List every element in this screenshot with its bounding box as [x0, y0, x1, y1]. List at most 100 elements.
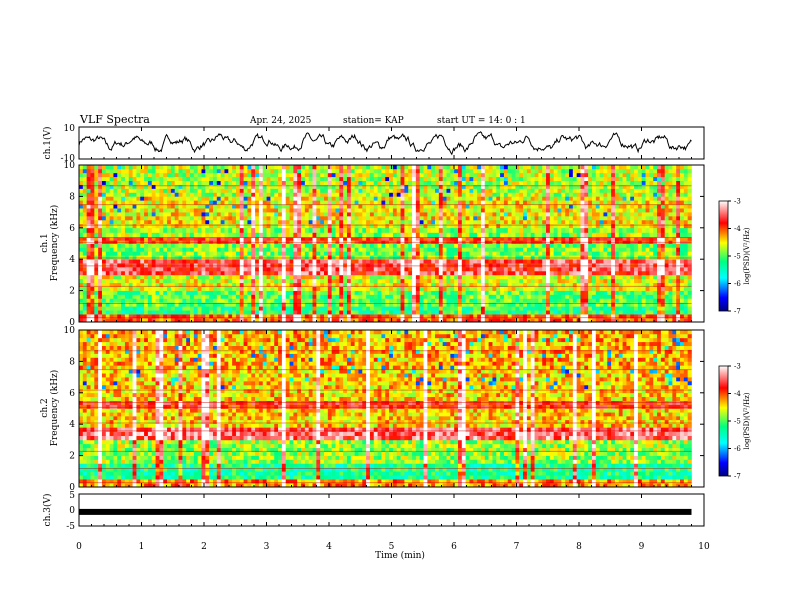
- spectrogram-cell: [258, 223, 264, 229]
- spectrogram-cell: [247, 314, 252, 319]
- spectrogram-cell: [634, 314, 639, 319]
- spectrogram-cell: [174, 278, 179, 284]
- spectrogram-cell: [243, 310, 248, 315]
- spectrogram-cell: [324, 200, 329, 205]
- spectrogram-cell: [178, 274, 183, 280]
- spectrogram-cell: [477, 259, 482, 264]
- spectrogram-cell: [622, 243, 627, 248]
- spectrogram-cell: [515, 263, 520, 268]
- spectrogram-cell: [672, 219, 677, 225]
- spectrogram-cell: [235, 298, 241, 303]
- spectrogram-cell: [212, 314, 218, 319]
- spectrogram-cell: [569, 216, 574, 221]
- spectrogram-cell: [519, 267, 524, 272]
- spectrogram-cell: [163, 290, 168, 295]
- spectrogram-cell: [228, 298, 233, 303]
- spectrogram-cell: [427, 255, 432, 260]
- spectrogram-cell: [278, 200, 283, 205]
- spectrogram-cell: [637, 282, 643, 287]
- spectrogram-cell: [381, 251, 386, 256]
- spectrogram-cell: [243, 263, 248, 268]
- spectrogram-cell: [301, 259, 306, 264]
- spectrogram-cell: [216, 278, 221, 284]
- spectrogram-cell: [304, 306, 309, 311]
- spectrogram-cell: [400, 306, 405, 311]
- spectrogram-cell: [105, 306, 110, 311]
- spectrogram-cell: [136, 204, 141, 209]
- spectrogram-cell: [258, 200, 264, 205]
- spectrogram-cell: [580, 278, 585, 284]
- spectrogram-cell: [484, 294, 489, 299]
- spectrogram-cell: [86, 200, 91, 205]
- spectrogram-cell: [316, 290, 321, 295]
- spectrogram-cell: [285, 310, 290, 315]
- spectrogram-cell: [389, 208, 394, 213]
- spectrogram-cell: [144, 282, 149, 287]
- spectrogram-cell: [308, 290, 313, 295]
- spectrogram-cell: [320, 255, 325, 260]
- spectrogram-cell: [301, 267, 306, 272]
- spectrogram-cell: [435, 267, 440, 272]
- spectrogram-cell: [385, 274, 390, 280]
- spectrogram-cell: [523, 302, 528, 307]
- spectrogram-cell: [385, 278, 390, 284]
- spectrogram-cell: [450, 318, 455, 323]
- spectrogram-cell: [308, 263, 313, 268]
- spectrogram-cell: [507, 237, 512, 241]
- spectrogram-cell: [316, 314, 321, 319]
- spectrogram-cell: [82, 227, 87, 233]
- spectrogram-cell: [308, 208, 313, 213]
- spectrogram-cell: [419, 247, 424, 252]
- spectrogram-cell: [500, 232, 505, 238]
- spectrogram-cell: [595, 270, 600, 276]
- spectrogram-cell: [446, 318, 451, 323]
- spectrogram-cell: [350, 219, 355, 225]
- spectrogram-cell: [205, 290, 210, 295]
- spectrogram-cell: [450, 290, 455, 295]
- spectrogram-cell: [155, 237, 160, 241]
- spectrogram-cell: [167, 232, 172, 238]
- spectrogram-cell: [526, 223, 532, 229]
- spectrogram-cell: [484, 286, 489, 291]
- spectrogram-cell: [664, 208, 669, 213]
- spectrogram-cell: [132, 255, 137, 260]
- spectrogram-cell: [182, 223, 187, 229]
- spectrogram-cell: [526, 216, 532, 221]
- spectrogram-cell: [546, 208, 551, 213]
- spectrogram-cell: [163, 282, 168, 287]
- spectrogram-cell: [607, 278, 612, 284]
- spectrogram-cell: [201, 223, 206, 229]
- spectrogram-cell: [132, 227, 137, 233]
- spectrogram-cell: [94, 227, 99, 233]
- spectrogram-cell: [101, 310, 107, 315]
- spectrogram-cell: [683, 208, 688, 213]
- spectrogram-cell: [297, 247, 302, 252]
- spectrogram-cell: [454, 243, 459, 248]
- spectrogram-cell: [151, 255, 156, 260]
- spectrogram-cell: [262, 282, 267, 287]
- spectrogram-cell: [676, 232, 681, 238]
- spectrogram-cell: [553, 212, 558, 217]
- spectrogram-cell: [128, 196, 133, 201]
- spectrogram-cell: [595, 278, 600, 284]
- spectrogram-cell: [660, 237, 666, 241]
- spectrogram-cell: [201, 274, 206, 280]
- spectrogram-cell: [212, 290, 218, 295]
- spectrogram-cell: [182, 286, 187, 291]
- spectrogram-cell: [580, 259, 585, 264]
- spectrogram-cell: [346, 223, 352, 229]
- spectrogram-cell: [435, 290, 440, 295]
- spectrogram-cell: [209, 278, 214, 284]
- spectrogram-cell: [216, 227, 221, 233]
- spectrogram-cell: [94, 247, 99, 252]
- spectrogram-cell: [132, 318, 137, 323]
- spectrogram-cell: [435, 318, 440, 323]
- spectrogram-cell: [649, 204, 654, 209]
- spectrogram-cell: [105, 208, 110, 213]
- spectrogram-cell: [614, 208, 620, 213]
- spectrogram-cell: [622, 282, 627, 287]
- spectrogram-cell: [389, 267, 394, 272]
- spectrogram-cell: [400, 208, 405, 213]
- spectrogram-cell: [101, 306, 107, 311]
- spectrogram-cell: [435, 212, 440, 217]
